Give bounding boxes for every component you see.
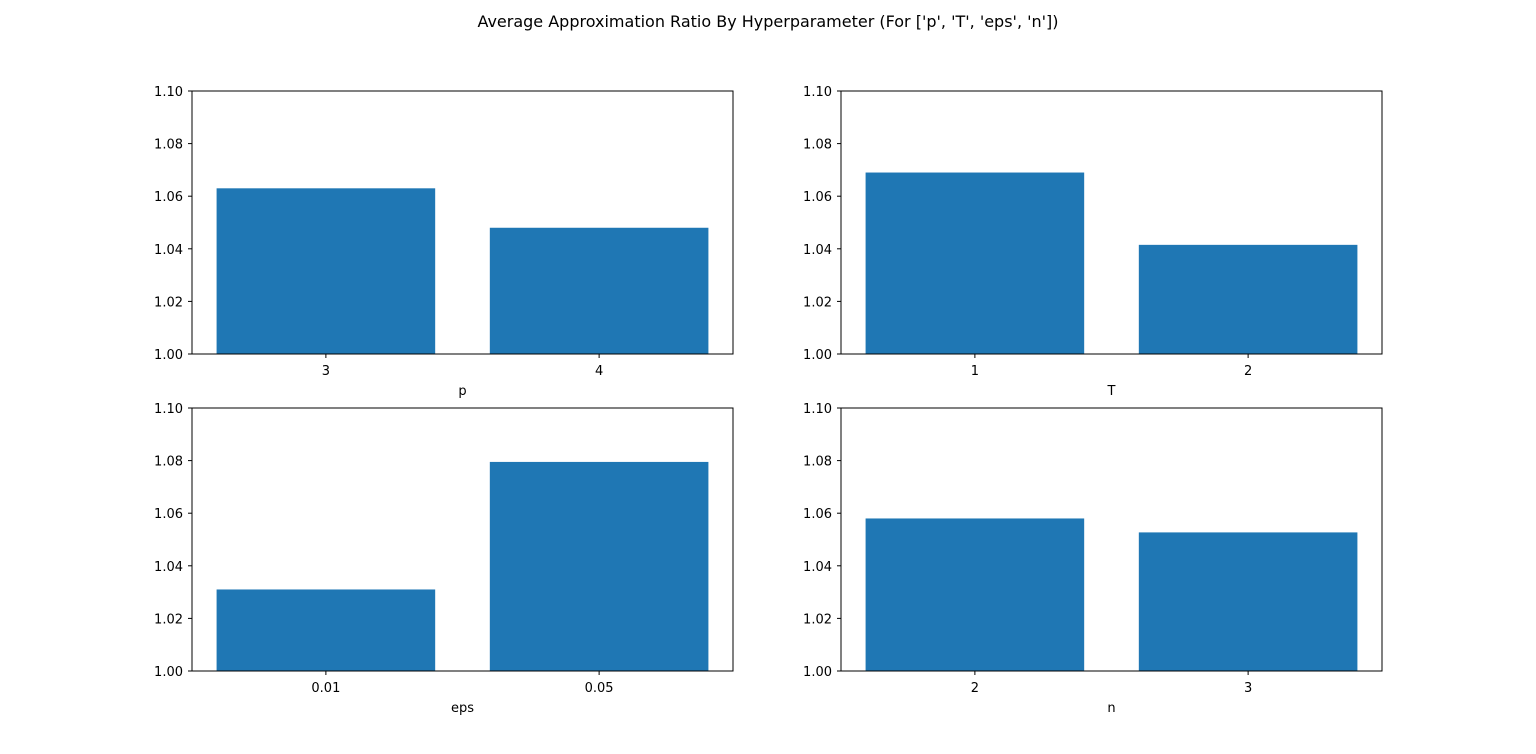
x-axis-label: n <box>1107 701 1115 716</box>
y-tick-label: 1.00 <box>803 665 832 680</box>
x-tick-label: 0.01 <box>311 681 340 696</box>
y-tick-label: 1.10 <box>803 402 832 417</box>
axes-frame <box>191 407 734 672</box>
x-tick-label: 2 <box>1244 364 1252 379</box>
x-tick-label: 3 <box>322 364 330 379</box>
figure-title: Average Approximation Ratio By Hyperpara… <box>477 12 1059 31</box>
x-tick-label: 1 <box>971 364 979 379</box>
bar-eps-0.05 <box>489 461 709 671</box>
bar-n-2 <box>865 518 1085 671</box>
bar-T-2 <box>1138 244 1358 354</box>
y-tick-label: 1.06 <box>154 190 183 205</box>
y-tick-label: 1.10 <box>803 85 832 100</box>
bar-n-3 <box>1138 532 1358 671</box>
y-tick-label: 1.06 <box>803 190 832 205</box>
axes-frame <box>191 90 734 355</box>
y-tick-label: 1.04 <box>154 560 183 575</box>
y-tick-label: 1.04 <box>803 560 832 575</box>
y-tick-label: 1.02 <box>803 612 832 627</box>
y-tick-label: 1.04 <box>803 243 832 258</box>
y-tick-label: 1.08 <box>154 138 183 153</box>
x-tick-label: 2 <box>971 681 979 696</box>
bar-p-4 <box>489 227 709 354</box>
x-tick-label: 0.05 <box>585 681 614 696</box>
y-tick-label: 1.08 <box>154 455 183 470</box>
x-axis-label: T <box>1107 384 1116 399</box>
subplot-eps: 1.00 1.02 1.04 1.06 1.08 1.10 0.01 0.05 eps <box>154 402 734 716</box>
y-tick-label: 1.00 <box>154 348 183 363</box>
subplot-T: 1.00 1.02 1.04 1.06 1.08 1.10 1 2 T <box>803 85 1383 399</box>
y-tick-label: 1.02 <box>154 295 183 310</box>
y-tick-label: 1.10 <box>154 85 183 100</box>
x-axis-label: eps <box>451 701 474 716</box>
y-tick-label: 1.02 <box>154 612 183 627</box>
bar-p-3 <box>216 188 436 354</box>
axes-frame <box>840 407 1383 672</box>
y-tick-label: 1.00 <box>154 665 183 680</box>
y-tick-label: 1.06 <box>803 507 832 522</box>
y-tick-label: 1.02 <box>803 295 832 310</box>
subplot-n: 1.00 1.02 1.04 1.06 1.08 1.10 2 3 n <box>803 402 1383 716</box>
x-axis-label: p <box>458 384 466 399</box>
y-tick-label: 1.08 <box>803 138 832 153</box>
y-tick-label: 1.00 <box>803 348 832 363</box>
x-tick-label: 3 <box>1244 681 1252 696</box>
y-tick-label: 1.04 <box>154 243 183 258</box>
y-tick-label: 1.10 <box>154 402 183 417</box>
bar-T-1 <box>865 172 1085 354</box>
y-tick-label: 1.08 <box>803 455 832 470</box>
bar-eps-0.01 <box>216 589 436 671</box>
y-tick-label: 1.06 <box>154 507 183 522</box>
x-tick-label: 4 <box>595 364 603 379</box>
subplot-p: 1.00 1.02 1.04 1.06 1.08 1.10 3 4 p <box>154 85 734 399</box>
axes-frame <box>840 90 1383 355</box>
